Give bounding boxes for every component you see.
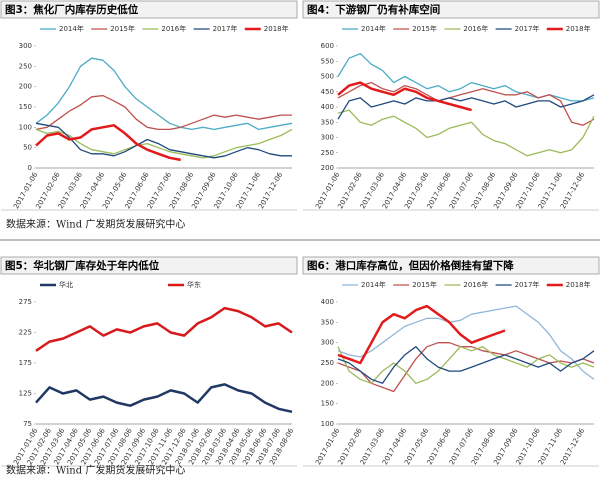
series-line (35, 383, 293, 414)
legend-label: 2015年 (412, 280, 437, 289)
legend-label: 2015年 (412, 24, 437, 33)
y-tick-label: 300 (19, 42, 32, 50)
legend-label: 2016年 (463, 24, 488, 33)
legend-label: 华东 (187, 280, 201, 289)
series-line (35, 128, 293, 159)
chart-title: 图5：华北钢厂库存处于年内低位 (5, 259, 160, 272)
y-tick-label: 150 (19, 103, 32, 111)
y-tick-label: 200 (321, 164, 334, 172)
y-tick-label: 550 (321, 57, 334, 65)
y-tick-label: 0 (28, 164, 32, 172)
series-line (337, 346, 595, 384)
y-tick-label: 350 (321, 118, 334, 126)
panel-header (302, 0, 600, 19)
series-line (35, 124, 181, 162)
source-note: 数据来源：Wind 广发期货发展研究中心 (6, 464, 185, 477)
y-tick-label: 225 (19, 329, 32, 337)
chart-title: 图6：港口库存高位，但因价格倒挂有望下降 (307, 259, 514, 272)
y-tick-label: 100 (19, 123, 32, 131)
legend-label: 2014年 (361, 24, 386, 33)
legend-label: 2014年 (59, 24, 84, 33)
legend-label: 华北 (59, 280, 73, 289)
legend-label: 2018年 (566, 280, 591, 289)
legend-label: 2017年 (515, 24, 540, 33)
y-tick-label: 250 (321, 359, 334, 367)
series-line (35, 94, 292, 131)
series-line (337, 304, 506, 365)
y-tick-label: 250 (19, 62, 32, 70)
source-note: 数据来源：Wind 广发期货发展研究中心 (6, 218, 185, 231)
series-line (337, 346, 595, 384)
y-tick-label: 100 (321, 420, 334, 428)
y-tick-label: 350 (321, 318, 334, 326)
series-line (337, 81, 595, 126)
legend-label: 2017年 (213, 24, 238, 33)
y-tick-label: 200 (19, 83, 32, 91)
series-line (337, 342, 595, 393)
series-line (337, 81, 472, 112)
chart-title: 图4：下游钢厂仍有补库空间 (307, 3, 440, 16)
series-line (35, 306, 293, 352)
y-tick-label: 450 (321, 88, 334, 96)
y-tick-label: 50 (23, 144, 32, 152)
y-tick-label: 175 (19, 359, 32, 367)
y-tick-label: 500 (321, 73, 334, 81)
legend-label: 2018年 (566, 24, 591, 33)
legend-label: 2014年 (361, 280, 386, 289)
series-line (35, 122, 292, 159)
legend-label: 2016年 (161, 24, 186, 33)
legend-label: 2015年 (110, 24, 135, 33)
y-tick-label: 150 (321, 400, 334, 408)
y-tick-label: 400 (321, 103, 334, 111)
series-line (337, 94, 595, 120)
y-tick-label: 600 (321, 42, 334, 50)
chart-title: 图3：焦化厂内库存历史低位 (5, 3, 139, 16)
y-tick-label: 125 (19, 390, 32, 398)
y-tick-label: 250 (321, 149, 334, 157)
y-tick-label: 200 (321, 379, 334, 387)
series-line (337, 109, 595, 157)
panel-header (0, 256, 298, 275)
panel-header (0, 0, 298, 19)
series-line (337, 305, 595, 380)
y-tick-label: 300 (321, 134, 334, 142)
y-tick-label: 75 (23, 420, 32, 428)
panel-header (302, 256, 600, 275)
legend-label: 2018年 (264, 24, 289, 33)
legend-label: 2016年 (463, 280, 488, 289)
y-tick-label: 300 (321, 339, 334, 347)
legend-label: 2017年 (515, 280, 540, 289)
y-tick-label: 400 (321, 298, 334, 306)
y-tick-label: 275 (19, 298, 32, 306)
series-line (35, 57, 293, 131)
